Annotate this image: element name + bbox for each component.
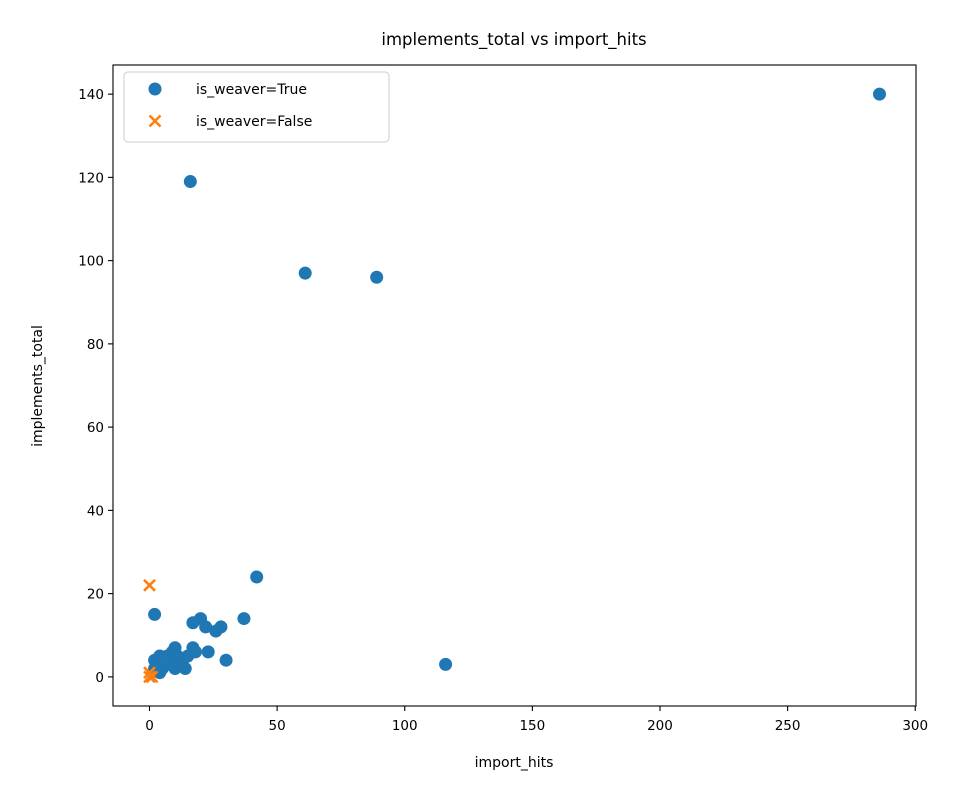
data-point xyxy=(186,616,200,630)
legend: is_weaver=True is_weaver=False xyxy=(123,71,390,143)
data-point xyxy=(153,666,167,680)
data-point xyxy=(173,657,187,671)
y-tick-label: 80 xyxy=(87,337,104,353)
data-point xyxy=(143,666,156,680)
data-point-stroke xyxy=(143,666,156,680)
data-point xyxy=(298,266,312,280)
data-point xyxy=(183,175,197,189)
y-tick-label: 60 xyxy=(87,420,104,436)
y-tick-label: 20 xyxy=(87,587,104,603)
data-point xyxy=(873,87,886,101)
data-point xyxy=(250,570,264,584)
y-tick-label: 100 xyxy=(78,254,104,270)
y-axis-label: implements_total xyxy=(30,325,46,447)
y-tick-label: 120 xyxy=(78,170,104,186)
data-point xyxy=(201,645,215,659)
legend-label: is_weaver=False xyxy=(196,114,312,130)
legend-marker xyxy=(148,82,162,96)
data-point xyxy=(143,670,156,684)
axes-frame xyxy=(112,64,917,707)
series-is-weaver-true xyxy=(148,87,886,680)
x-tick-label: 50 xyxy=(269,718,286,734)
chart-title: implements_total vs import_hits xyxy=(381,30,646,50)
series-is-weaver-false xyxy=(143,578,159,684)
y-tick-label: 140 xyxy=(78,87,104,103)
x-tick-label: 100 xyxy=(392,718,418,734)
y-tick-label: 40 xyxy=(87,503,104,519)
data-point xyxy=(219,653,233,667)
data-point xyxy=(143,578,156,592)
legend-box xyxy=(123,71,390,143)
legend-marker xyxy=(148,114,162,128)
data-point-stroke xyxy=(143,578,156,592)
data-point xyxy=(199,620,213,634)
legend-label: is_weaver=True xyxy=(196,82,307,98)
data-point xyxy=(439,657,453,671)
x-tick-label: 200 xyxy=(647,718,673,734)
data-point xyxy=(188,645,202,659)
legend-marker-stroke xyxy=(148,114,162,128)
x-axis-label: import_hits xyxy=(475,755,554,771)
plot-area: 0 50 100 150 200 250 300 0 20 40 60 80 100 120 140 xyxy=(78,64,928,734)
data-point xyxy=(209,624,223,638)
y-tick-label: 0 xyxy=(95,670,104,686)
x-tick-label: 250 xyxy=(775,718,801,734)
data-point xyxy=(148,607,162,621)
data-point xyxy=(370,270,384,284)
data-point-stroke xyxy=(143,670,156,684)
x-tick-label: 0 xyxy=(145,718,154,734)
x-tick-label: 150 xyxy=(519,718,545,734)
x-tick-label: 300 xyxy=(902,718,928,734)
data-point xyxy=(158,653,172,667)
data-point xyxy=(237,612,251,626)
